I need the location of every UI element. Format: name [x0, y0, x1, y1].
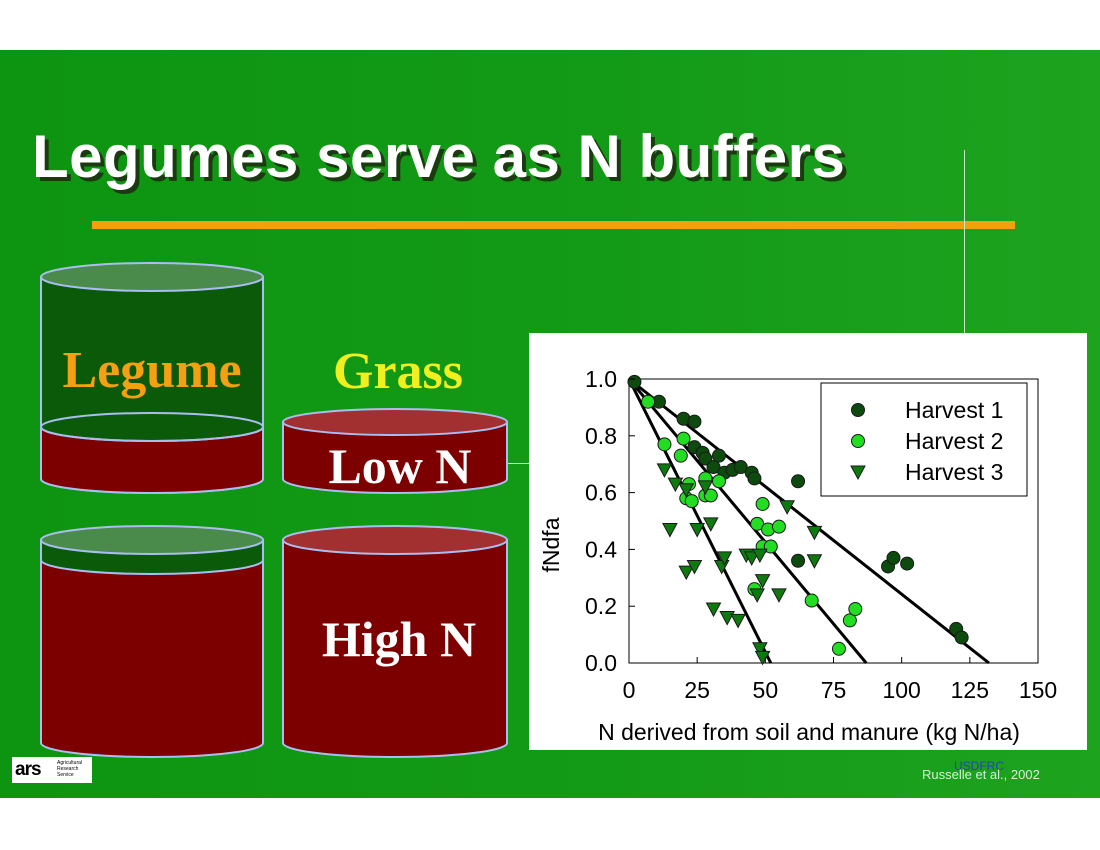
fit-line: [628, 377, 990, 665]
data-point: [676, 431, 691, 446]
data-point: [698, 451, 713, 466]
data-point: [771, 519, 786, 534]
legend-entry: Harvest 2: [905, 428, 1003, 454]
x-tick-label: 25: [684, 677, 710, 703]
data-point: [831, 641, 846, 656]
legend-marker: [851, 434, 865, 448]
grass-high-n-can: [282, 525, 508, 758]
fit-line: [627, 378, 868, 664]
data-point: [806, 554, 823, 569]
data-point: [848, 602, 863, 617]
y-tick-label: 0.2: [585, 593, 617, 619]
fndfa-scatter-chart: 0 25 50 75 100 125 150 0.0 0.2 0.4 0.6 0.8 1.0 Harve…: [529, 333, 1087, 750]
data-point: [791, 553, 806, 568]
data-point: [763, 539, 778, 554]
data-point: [711, 474, 726, 489]
data-point: [842, 613, 857, 628]
y-tick-label: 0.6: [585, 480, 617, 506]
x-tick-label: 0: [623, 677, 636, 703]
title-underline: [92, 221, 1015, 229]
x-tick-label: 150: [1019, 677, 1057, 703]
data-point: [678, 483, 695, 498]
legume-high-n-can: [40, 525, 264, 758]
data-point: [806, 525, 823, 541]
data-point: [791, 474, 806, 489]
slide-title: Legumes serve as N buffers: [32, 123, 846, 190]
data-point: [689, 523, 706, 538]
y-tick-label: 1.0: [585, 366, 617, 392]
legend-marker: [851, 403, 865, 417]
data-point: [684, 494, 699, 509]
ars-logo-mark: ars: [15, 759, 42, 780]
legend-entry: Harvest 3: [905, 459, 1003, 485]
slide-background: Legumes serve as N buffers Legume Grass …: [0, 50, 1100, 798]
grass-low-n-can: [282, 408, 508, 494]
data-point: [733, 460, 748, 475]
data-point: [752, 642, 768, 657]
high-n-label: High N: [322, 611, 476, 667]
ars-logo: ars Agricultural Research Service: [12, 757, 92, 783]
legend-marker: [850, 465, 866, 481]
data-point: [627, 374, 642, 389]
data-point: [719, 611, 735, 626]
data-point: [656, 463, 673, 478]
low-n-label: Low N: [328, 438, 471, 494]
connector-line: [505, 463, 531, 464]
x-tick-label: 50: [753, 677, 779, 703]
x-tick-label: 75: [821, 677, 847, 703]
data-point: [673, 448, 688, 463]
data-point: [687, 414, 702, 429]
ars-logo-text: Agricultural Research Service: [57, 760, 83, 778]
grass-label: Grass: [333, 343, 463, 400]
data-point: [678, 565, 695, 581]
citation: Russelle et al., 2002: [922, 767, 1040, 782]
data-point: [750, 516, 765, 531]
data-point: [730, 613, 746, 629]
data-point: [716, 551, 733, 566]
legume-label: Legume: [62, 342, 241, 399]
data-point: [641, 394, 656, 409]
data-point: [752, 548, 768, 564]
data-point: [747, 471, 762, 486]
data-point: [662, 523, 678, 538]
watermark-text: USDFRC: [954, 759, 1004, 773]
data-point: [886, 550, 901, 565]
x-tick-label: 125: [951, 677, 989, 703]
data-point: [754, 650, 771, 666]
y-tick-label: 0.8: [585, 423, 617, 449]
legume-low-n-can: [40, 262, 264, 494]
data-point: [743, 551, 760, 566]
data-point: [771, 588, 787, 603]
data-point: [954, 630, 969, 645]
y-tick-label: 0.0: [585, 650, 617, 676]
data-point: [749, 588, 765, 603]
legend-entry: Harvest 1: [905, 397, 1003, 423]
n-buffer-diagram: Legume Grass Low N High N: [40, 262, 508, 758]
data-point: [804, 593, 819, 608]
y-tick-label: 0.4: [585, 536, 617, 562]
data-point: [702, 517, 719, 532]
fit-line: [627, 378, 773, 664]
data-point: [686, 559, 703, 575]
data-point: [754, 574, 771, 589]
data-point: [667, 477, 684, 493]
y-axis-label: fNdfa: [538, 517, 564, 572]
data-point: [703, 488, 718, 503]
data-point: [779, 500, 795, 515]
data-point: [697, 480, 714, 495]
x-tick-label: 100: [882, 677, 920, 703]
data-point: [755, 496, 770, 511]
data-point: [711, 448, 726, 463]
x-axis-label: N derived from soil and manure (kg N/ha): [598, 719, 1020, 745]
data-point: [657, 437, 672, 452]
decorative-vertical-line: [964, 150, 965, 336]
data-point: [706, 460, 721, 475]
data-point: [705, 602, 722, 618]
data-point: [900, 556, 915, 571]
